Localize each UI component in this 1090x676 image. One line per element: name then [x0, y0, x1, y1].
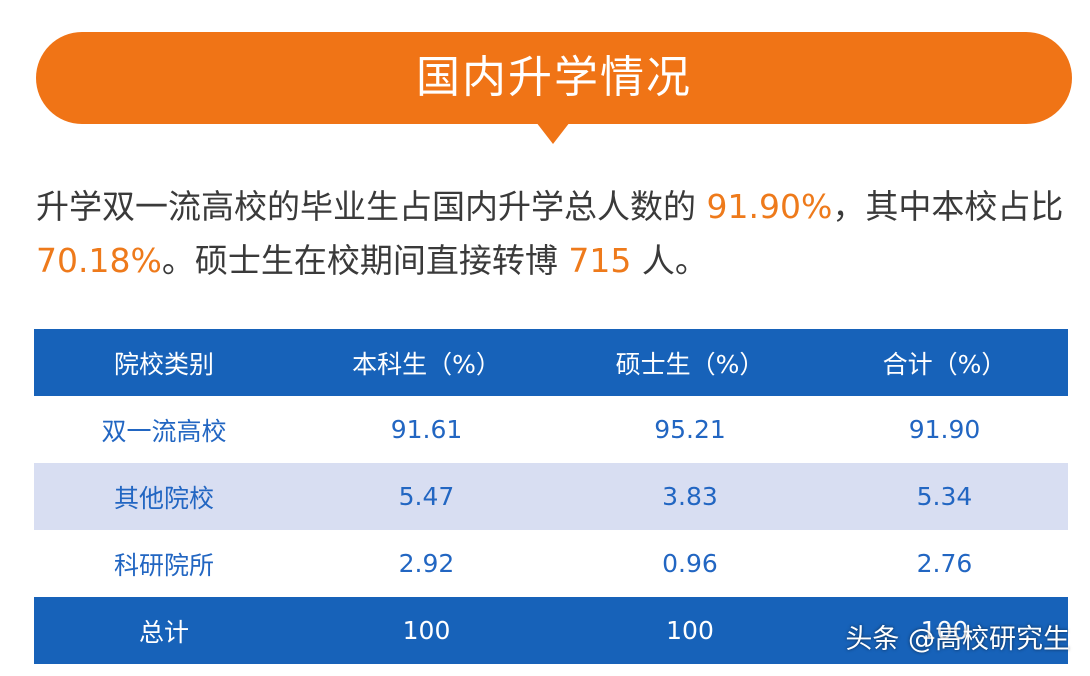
table-cell: 91.61: [294, 396, 559, 463]
table-header-row: 院校类别 本科生（%） 硕士生（%） 合计（%）: [34, 329, 1068, 396]
table-cell: 5.47: [294, 463, 559, 530]
title-banner: 国内升学情况: [36, 32, 1072, 124]
table-row: 双一流高校 91.61 95.21 91.90: [34, 396, 1068, 463]
page-title: 国内升学情况: [416, 52, 692, 103]
summary-text-4: 人。: [631, 241, 708, 280]
table-row: 其他院校 5.47 3.83 5.34: [34, 463, 1068, 530]
table-cell: 2.92: [294, 530, 559, 597]
table-cell: 91.90: [821, 396, 1068, 463]
header-cell-undergrad: 本科生（%）: [294, 329, 559, 396]
table-row: 科研院所 2.92 0.96 2.76: [34, 530, 1068, 597]
total-cell: 100: [294, 597, 559, 664]
banner-pointer: [536, 122, 570, 144]
table-cell: 3.83: [559, 463, 821, 530]
header-cell-category: 院校类别: [34, 329, 294, 396]
summary-value-3: 715: [568, 241, 632, 280]
admission-table: 院校类别 本科生（%） 硕士生（%） 合计（%） 双一流高校 91.61 95.…: [34, 329, 1068, 664]
summary-text-1: 升学双一流高校的毕业生占国内升学总人数的: [36, 187, 707, 226]
header-cell-total: 合计（%）: [821, 329, 1068, 396]
summary-text-3: 。硕士生在校期间直接转博: [161, 241, 569, 280]
total-cell: 100: [559, 597, 821, 664]
header-cell-master: 硕士生（%）: [559, 329, 821, 396]
table-cell: 其他院校: [34, 463, 294, 530]
table-cell: 0.96: [559, 530, 821, 597]
table-total-row: 总计 100 100 100: [34, 597, 1068, 664]
table-cell: 科研院所: [34, 530, 294, 597]
table-cell: 5.34: [821, 463, 1068, 530]
watermark: 头条 @高校研究生: [845, 624, 1070, 655]
total-cell: 100: [821, 597, 1068, 664]
table-cell: 2.76: [821, 530, 1068, 597]
summary-text-2: ，其中本校占比: [832, 187, 1064, 226]
total-cell: 总计: [34, 597, 294, 664]
summary-value-1: 91.90%: [706, 187, 833, 226]
summary-value-2: 70.18%: [36, 241, 162, 280]
summary-paragraph: 升学双一流高校的毕业生占国内升学总人数的 91.90%，其中本校占比 70.18…: [36, 180, 1076, 288]
table-cell: 95.21: [559, 396, 821, 463]
table-cell: 双一流高校: [34, 396, 294, 463]
